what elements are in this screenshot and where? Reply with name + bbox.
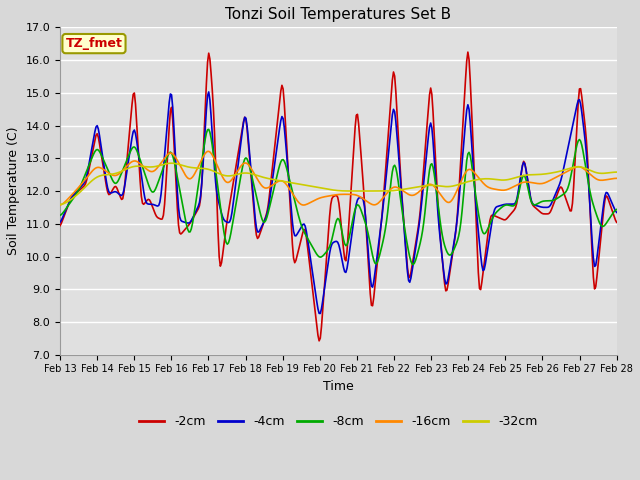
Y-axis label: Soil Temperature (C): Soil Temperature (C) xyxy=(7,127,20,255)
Legend: -2cm, -4cm, -8cm, -16cm, -32cm: -2cm, -4cm, -8cm, -16cm, -32cm xyxy=(134,410,543,433)
Title: Tonzi Soil Temperatures Set B: Tonzi Soil Temperatures Set B xyxy=(225,7,451,22)
Text: TZ_fmet: TZ_fmet xyxy=(65,37,122,50)
X-axis label: Time: Time xyxy=(323,380,354,393)
